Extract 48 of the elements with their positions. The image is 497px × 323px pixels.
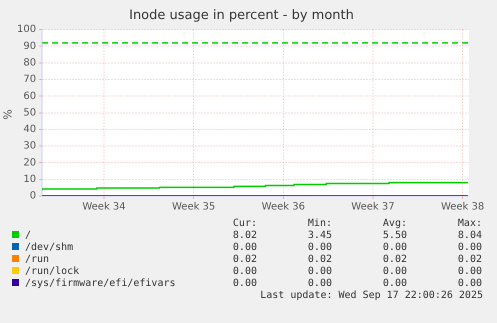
text: 0.00 (306, 278, 332, 290)
x-tick-label: Week 36 (262, 202, 305, 213)
y-tick-label: 10 (23, 174, 36, 185)
text: Avg: (382, 218, 407, 230)
x-tick-label: Week 38 (440, 202, 484, 213)
text: Max: (456, 218, 482, 230)
text: Cur: (232, 218, 257, 230)
text: 5.50 (382, 230, 407, 242)
text: 8.02 (232, 230, 257, 242)
text: 0.00 (306, 266, 332, 278)
text: 8.04 (456, 230, 482, 242)
x-tick-label: Week 37 (351, 202, 395, 213)
x-tick-label: Week 34 (82, 202, 126, 213)
text: 0.00 (382, 242, 407, 254)
text: 0.00 (456, 266, 482, 278)
text: 0.00 (232, 278, 257, 290)
text: 0.02 (232, 254, 257, 266)
text: 0.00 (382, 278, 407, 290)
text: 0.00 (382, 266, 407, 278)
text: 0.00 (456, 278, 482, 290)
text: 0.00 (232, 242, 257, 254)
y-tick-label: 100 (16, 24, 36, 36)
y-axis-title: % (2, 109, 15, 120)
y-tick-label: 40 (23, 124, 36, 136)
legend-label: /run/lock (24, 266, 80, 278)
text: 0.02 (306, 254, 332, 266)
text: 0.02 (382, 254, 407, 266)
chart-title: Inode usage in percent - by month (129, 8, 354, 24)
text: 3.45 (306, 230, 332, 242)
y-tick-label: 70 (23, 74, 36, 86)
y-tick-label: 60 (23, 90, 36, 102)
legend-label: /sys/firmware/efi/efivars (24, 278, 177, 290)
x-tick-label: Week 35 (172, 202, 216, 213)
text: 0.00 (306, 242, 332, 254)
text: 0.00 (232, 266, 257, 278)
legend-label: /dev/shm (24, 242, 74, 254)
legend-label: /run (24, 254, 50, 266)
y-tick-label: 0 (30, 190, 36, 202)
y-tick-label: 20 (23, 157, 36, 168)
y-tick-label: 90 (23, 40, 36, 52)
legend-label: / (24, 230, 32, 242)
text: Min: (306, 218, 332, 230)
y-tick-label: 30 (23, 140, 36, 152)
text: Last update: Wed Sep 17 22:00:26 2025 (260, 290, 483, 301)
text: 0.02 (456, 254, 482, 266)
y-tick-label: 50 (23, 107, 36, 118)
y-tick-label: 80 (23, 57, 36, 68)
text: 0.00 (456, 242, 482, 254)
